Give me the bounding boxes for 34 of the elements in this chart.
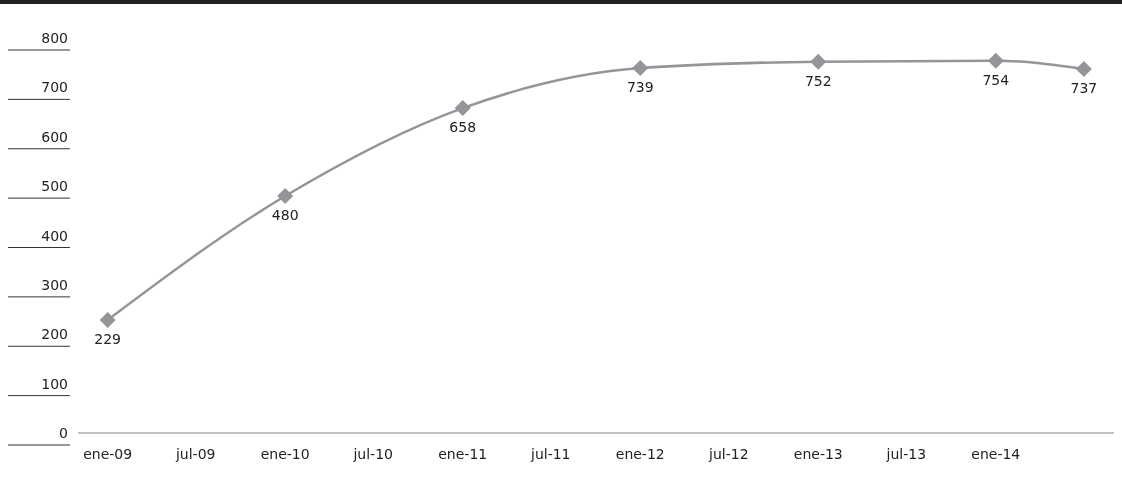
data-label: 658 — [449, 119, 477, 136]
point — [277, 188, 294, 204]
x-tick-label: jul-09 — [174, 445, 216, 462]
x-tick-label: jul-13 — [885, 445, 927, 462]
data-label: 229 — [94, 330, 122, 347]
point — [99, 311, 116, 328]
x-tick-label: ene-09 — [83, 445, 133, 462]
point — [454, 100, 471, 117]
y-tick-label: 600 — [41, 128, 68, 145]
x-tick-label: ene-11 — [438, 445, 488, 462]
y-tick-label: 300 — [41, 276, 68, 293]
x-tick-label: ene-13 — [793, 445, 843, 462]
point — [987, 52, 1004, 69]
y-tick-label: 100 — [41, 375, 68, 392]
x-tick-label: ene-12 — [615, 445, 665, 462]
x-tick-label: jul-10 — [352, 445, 393, 462]
data-label: 739 — [626, 79, 654, 96]
y-tick-label: 200 — [41, 326, 68, 343]
y-tick-label: 800 — [41, 30, 68, 46]
data-label: 754 — [982, 71, 1010, 88]
y-tick-label: 500 — [41, 178, 68, 195]
point — [810, 53, 827, 70]
point — [632, 60, 649, 77]
data-label: 752 — [804, 72, 832, 89]
y-tick-label: 400 — [41, 227, 68, 244]
x-tick-label: jul-12 — [708, 445, 749, 462]
x-tick-label: ene-14 — [971, 445, 1021, 462]
point — [1075, 61, 1092, 78]
y-tick-label: 0 — [59, 425, 68, 441]
x-tick-label: jul-11 — [530, 445, 571, 462]
data-label: 480 — [271, 206, 299, 223]
x-tick-label: ene-10 — [260, 445, 310, 462]
data-label: 737 — [1070, 80, 1098, 97]
y-tick-label: 700 — [41, 79, 68, 96]
